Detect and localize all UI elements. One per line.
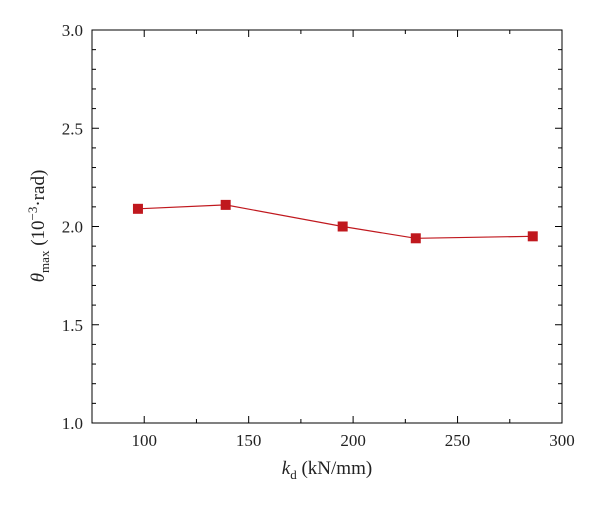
- data-point-marker: [132, 203, 143, 214]
- y-axis-unit-prefix: (10: [28, 220, 49, 250]
- x-axis-symbol: k: [282, 458, 291, 479]
- y-tick-label: 2.0: [62, 218, 83, 237]
- y-tick-label: 3.0: [62, 21, 83, 40]
- data-point-marker: [410, 233, 421, 244]
- x-tick-label: 200: [340, 431, 366, 450]
- x-tick-label: 300: [549, 431, 575, 450]
- plot-frame: [91, 29, 563, 424]
- data-point-marker: [527, 231, 538, 242]
- y-axis-subscript: max: [37, 250, 52, 273]
- series-layer: [132, 199, 538, 244]
- y-axis-unit-exponent: −3: [25, 207, 40, 221]
- y-tick-label: 1.0: [62, 414, 83, 433]
- series-line: [137, 204, 533, 239]
- x-axis-title: kd (kN/mm): [282, 458, 372, 482]
- y-axis-symbol: θ: [28, 273, 49, 282]
- x-tick-label: 150: [236, 431, 262, 450]
- y-tick-label: 2.5: [62, 119, 83, 138]
- x-tick-label: 100: [131, 431, 157, 450]
- y-axis-unit-suffix: ·rad): [28, 170, 49, 207]
- y-axis-title: θmax (10−3·rad): [25, 170, 52, 283]
- data-point-marker: [220, 199, 231, 210]
- tick-layer: 100 150 200 250 300 1.0 1.5 2.0 2.5 3.0: [62, 21, 575, 450]
- data-point-marker: [337, 221, 348, 232]
- y-tick-label: 1.5: [62, 316, 83, 335]
- x-axis-unit: (kN/mm): [297, 458, 372, 479]
- x-tick-label: 250: [445, 431, 471, 450]
- x-axis-subscript: d: [290, 467, 297, 482]
